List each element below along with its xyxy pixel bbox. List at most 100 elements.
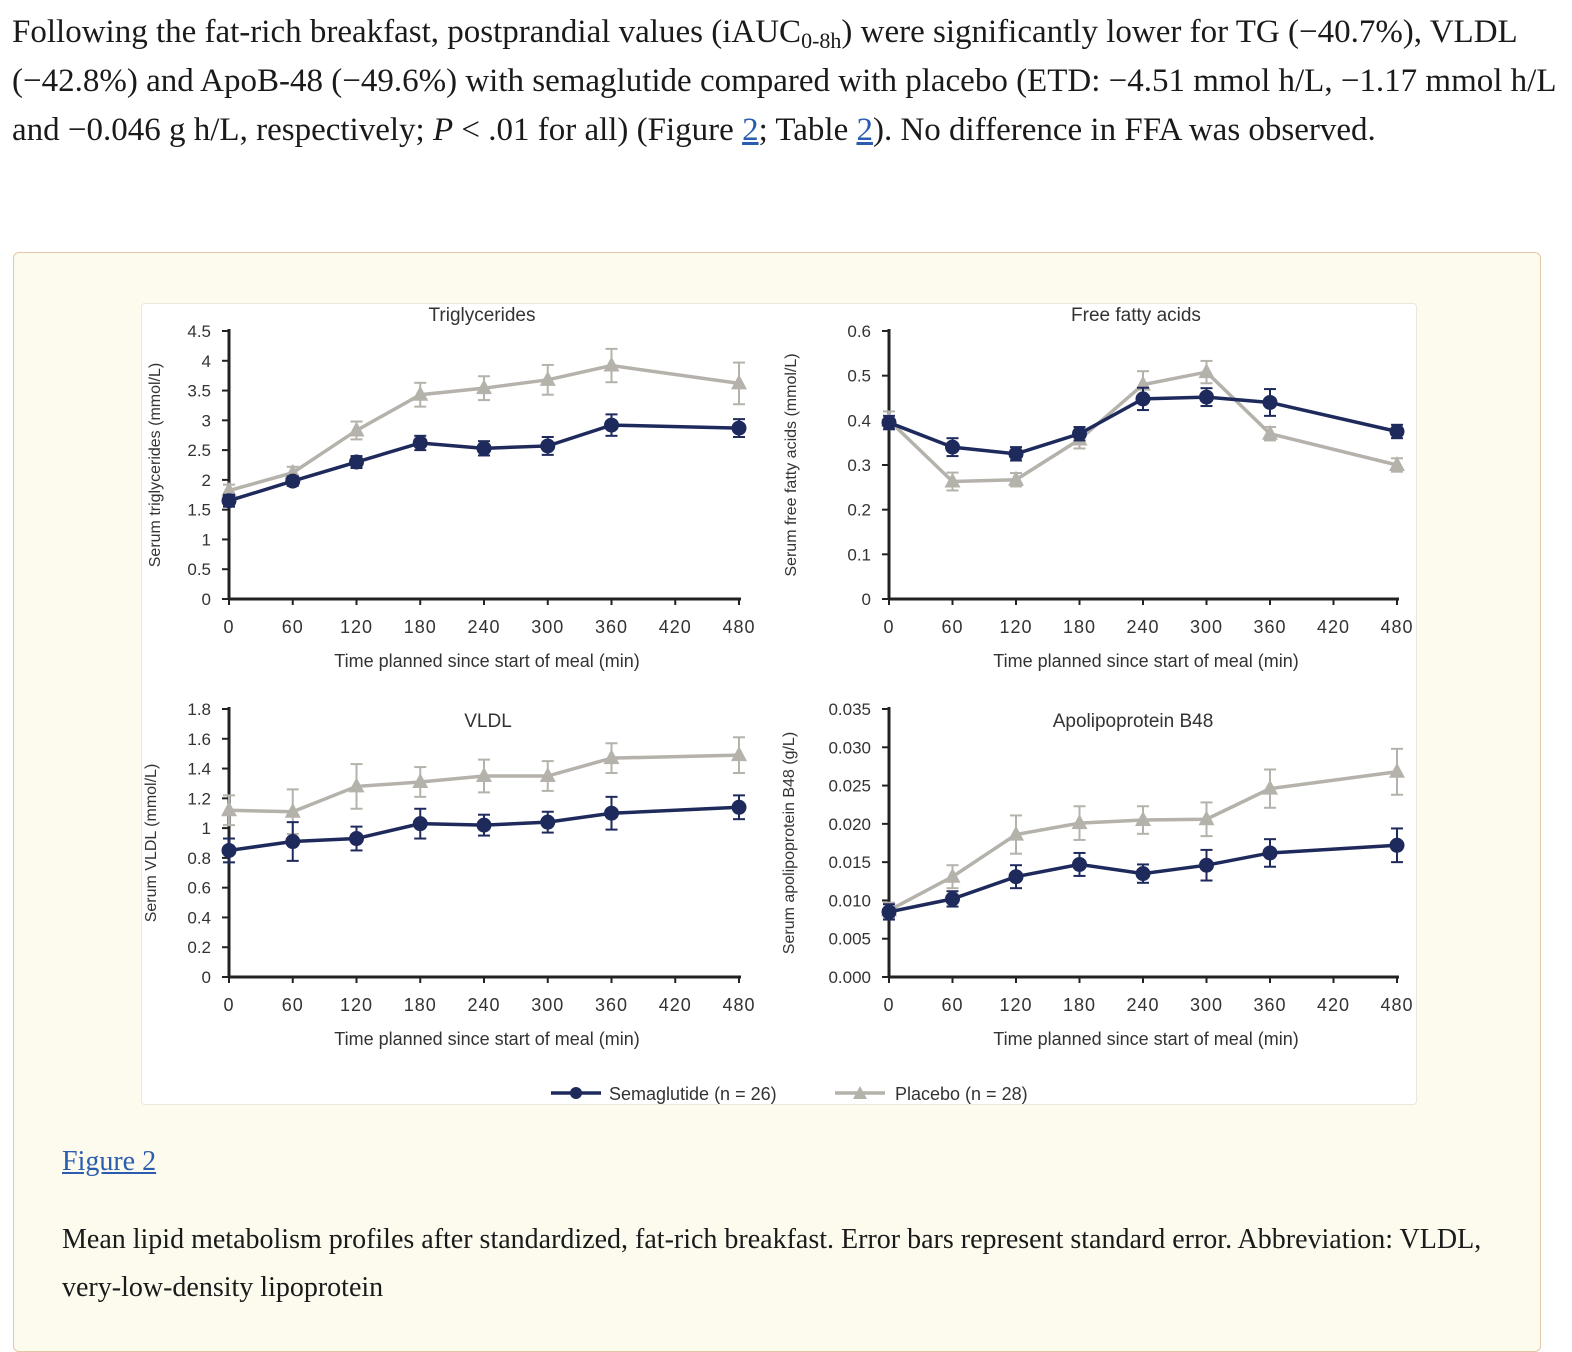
x-tick-label: 120 <box>999 995 1032 1015</box>
series-placebo <box>221 736 747 836</box>
paragraph-text-1: Following the fat-rich breakfast, postpr… <box>12 14 802 50</box>
x-tick-label: 480 <box>722 617 755 637</box>
y-tick-label: 0 <box>862 590 871 609</box>
series-semaglutide <box>221 794 747 864</box>
chart-layer: 0 0.5 1 1.5 2 2.5 3 3.5 4 4.5 0 60 120 180 240 300 360 42… <box>143 305 1413 1049</box>
data-point <box>944 472 961 488</box>
data-point <box>412 435 428 451</box>
x-tick-label: 240 <box>1126 995 1159 1015</box>
figure-ref-link[interactable]: 2 <box>742 112 759 148</box>
series-semaglutide <box>221 413 747 509</box>
y-tick-label: 0.1 <box>847 545 871 564</box>
data-point <box>881 904 897 920</box>
chart-panel-2: 0 0.1 0.2 0.3 0.4 0.5 0.6 0 60 120 180 240 300 360 420… <box>783 305 1413 671</box>
legend-semaglutide-marker <box>570 1087 582 1099</box>
y-tick-label: 0.3 <box>847 456 871 475</box>
data-point <box>349 454 364 470</box>
y-tick-label: 1.5 <box>187 501 211 520</box>
data-point <box>412 816 428 832</box>
y-tick-label: 2.5 <box>187 441 211 460</box>
data-point <box>476 767 492 782</box>
data-point <box>1135 811 1151 827</box>
data-point <box>1008 825 1024 841</box>
y-tick-label: 4 <box>202 352 211 371</box>
series-line <box>228 805 740 853</box>
x-tick-label: 120 <box>999 617 1032 637</box>
y-tick-label: 0.6 <box>847 322 871 341</box>
y-tick-label: 0.025 <box>828 777 871 796</box>
data-point <box>348 421 365 437</box>
y-tick-label: 0.035 <box>828 700 871 719</box>
x-tick-label: 60 <box>282 995 304 1015</box>
x-tick-label: 240 <box>1126 617 1159 637</box>
data-point <box>604 805 619 821</box>
table-ref-link[interactable]: 2 <box>856 112 873 148</box>
x-tick-label: 240 <box>467 617 500 637</box>
data-point <box>1008 470 1024 486</box>
data-point <box>1135 391 1151 407</box>
data-point <box>412 385 429 401</box>
x-tick-label: 480 <box>1380 995 1413 1015</box>
data-point <box>1389 762 1405 778</box>
data-point <box>1071 814 1088 830</box>
x-tick-label: 420 <box>1317 617 1350 637</box>
data-point <box>731 420 747 436</box>
data-point <box>221 481 237 497</box>
x-tick-label: 60 <box>941 995 963 1015</box>
series-semaglutide <box>881 827 1405 921</box>
y-tick-label: 0.010 <box>828 891 871 910</box>
data-point <box>539 370 556 386</box>
series-line <box>887 370 1398 484</box>
y-tick-label: 0 <box>202 968 211 987</box>
x-tick-label: 180 <box>1063 617 1096 637</box>
data-point <box>1199 389 1214 405</box>
data-point <box>1389 837 1405 853</box>
x-tick-label: 180 <box>1063 995 1096 1015</box>
series-placebo <box>221 347 747 498</box>
data-point <box>412 772 429 788</box>
x-tick-label: 480 <box>722 995 755 1015</box>
x-tick-label: 180 <box>404 995 437 1015</box>
body-paragraph: Following the fat-rich breakfast, postpr… <box>12 8 1557 155</box>
series-line <box>228 423 740 503</box>
y-tick-label: 0.000 <box>828 968 871 987</box>
data-point <box>221 493 237 509</box>
data-point <box>603 749 620 765</box>
x-tick-label: 420 <box>1317 995 1350 1015</box>
y-tick-label: 1.4 <box>187 760 211 779</box>
x-tick-label: 240 <box>467 995 500 1015</box>
data-point <box>1008 446 1024 462</box>
x-tick-label: 60 <box>282 617 304 637</box>
y-tick-label: 0.2 <box>187 938 211 957</box>
y-tick-label: 3.5 <box>187 382 211 401</box>
x-tick-label: 60 <box>941 617 963 637</box>
x-tick-label: 0 <box>883 617 894 637</box>
y-tick-label: 0.005 <box>828 930 871 949</box>
chart-panel-3: 0 0.2 0.4 0.6 0.8 1 1.2 1.4 1.6 1.8 0 60 120 180 240 30… <box>143 700 755 1049</box>
data-point <box>349 831 364 847</box>
y-tick-label: 0.030 <box>828 738 871 757</box>
x-tick-label: 120 <box>340 995 373 1015</box>
y-tick-label: 0.4 <box>187 908 211 927</box>
y-tick-label: 0.6 <box>187 879 211 898</box>
data-point <box>1199 857 1214 873</box>
figure-image-panel <box>141 303 1417 1105</box>
data-point <box>1008 869 1024 885</box>
x-tick-label: 420 <box>659 995 692 1015</box>
y-tick-label: 0 <box>202 590 211 609</box>
y-axis-label: Serum triglycerides (mmol/L) <box>147 363 164 567</box>
series-semaglutide <box>881 386 1405 462</box>
data-point <box>476 817 492 833</box>
data-point <box>731 374 747 390</box>
figure-2-link[interactable]: Figure 2 <box>62 1146 157 1177</box>
data-point <box>539 767 556 782</box>
x-tick-label: 0 <box>223 617 234 637</box>
x-axis-label: Time planned since start of meal (min) <box>993 651 1298 671</box>
x-tick-label: 480 <box>1380 617 1413 637</box>
x-axis-label: Time planned since start of meal (min) <box>334 1029 639 1049</box>
data-point <box>945 439 960 455</box>
x-tick-label: 360 <box>1253 617 1286 637</box>
legend-semaglutide-label: Semaglutide (n = 26) <box>609 1084 777 1104</box>
y-tick-label: 0.4 <box>847 411 871 430</box>
